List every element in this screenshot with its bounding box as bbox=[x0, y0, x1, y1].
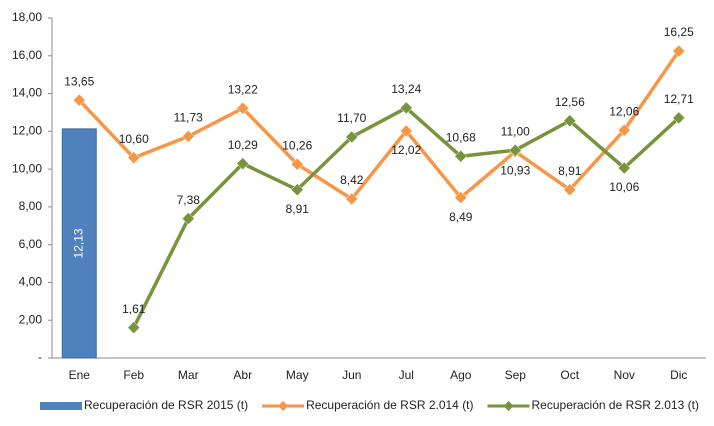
data-label: 13,24 bbox=[391, 82, 421, 96]
data-label: 10,60 bbox=[119, 132, 149, 146]
marker bbox=[290, 183, 304, 197]
marker bbox=[454, 149, 468, 163]
data-label: 10,68 bbox=[446, 130, 476, 144]
x-tick-label: Ago bbox=[450, 368, 472, 382]
line bbox=[77, 50, 681, 202]
x-tick-label: May bbox=[286, 368, 309, 382]
bar-value-label: 12,13 bbox=[71, 228, 85, 258]
marker bbox=[181, 130, 195, 143]
y-tick-label: 12,00 bbox=[12, 124, 42, 138]
data-label: 7,38 bbox=[177, 193, 201, 207]
marker bbox=[127, 321, 141, 334]
data-label: 11,73 bbox=[174, 111, 203, 125]
marker bbox=[563, 183, 577, 197]
marker bbox=[290, 157, 304, 171]
marker bbox=[345, 192, 359, 206]
x-tick-label: Feb bbox=[123, 368, 144, 382]
y-tick-label: 18,00 bbox=[12, 10, 42, 24]
x-tick-label: Dic bbox=[670, 368, 687, 382]
y-tick-label: 4,00 bbox=[19, 275, 43, 289]
y-tick-label: 14,00 bbox=[12, 86, 42, 100]
marker bbox=[236, 157, 250, 170]
y-tick-label: 6,00 bbox=[19, 237, 43, 251]
data-label: 1,61 bbox=[122, 302, 146, 316]
legend-label: Recuperación de RSR 2.014 (t) bbox=[306, 398, 473, 412]
marker bbox=[672, 44, 686, 58]
x-tick-label: Sep bbox=[505, 368, 527, 382]
legend-label: Recuperación de RSR 2.013 (t) bbox=[532, 398, 699, 412]
legend-label: Recuperación de RSR 2015 (t) bbox=[84, 398, 248, 412]
x-tick-label: Abr bbox=[233, 368, 252, 382]
x-tick-label: Jun bbox=[342, 368, 361, 382]
data-label: 11,00 bbox=[501, 124, 530, 138]
data-label: 10,29 bbox=[228, 138, 258, 152]
marker bbox=[508, 143, 522, 157]
data-label: 10,93 bbox=[500, 164, 530, 178]
line bbox=[132, 105, 680, 329]
y-tick-label: 2,00 bbox=[19, 312, 43, 326]
y-tick-label: - bbox=[38, 350, 42, 364]
x-tick-label: Ene bbox=[69, 368, 91, 382]
data-label: 8,91 bbox=[558, 164, 582, 178]
data-label: 8,49 bbox=[449, 210, 473, 224]
marker bbox=[563, 114, 577, 128]
y-tick-label: 8,00 bbox=[19, 199, 43, 213]
data-label: 10,26 bbox=[282, 138, 312, 152]
data-label: 10,06 bbox=[609, 180, 639, 194]
data-label: 12,56 bbox=[555, 95, 585, 109]
x-tick-label: Nov bbox=[614, 368, 635, 382]
marker bbox=[399, 124, 413, 138]
marker bbox=[399, 101, 413, 115]
data-label: 12,06 bbox=[609, 104, 639, 118]
data-label: 16,25 bbox=[664, 25, 694, 39]
data-label: 8,91 bbox=[286, 202, 310, 216]
legend-marker bbox=[503, 401, 514, 411]
x-tick-label: Mar bbox=[178, 368, 199, 382]
x-tick-label: Oct bbox=[560, 368, 579, 382]
marker bbox=[72, 93, 86, 107]
marker bbox=[617, 161, 631, 175]
data-label: 13,22 bbox=[228, 82, 258, 96]
x-tick-label: Jul bbox=[399, 368, 414, 382]
data-label: 12,02 bbox=[391, 143, 421, 157]
marker bbox=[127, 151, 141, 165]
bar bbox=[61, 128, 97, 359]
legend-marker bbox=[278, 401, 289, 411]
marker bbox=[181, 212, 195, 225]
y-tick-label: 10,00 bbox=[12, 161, 42, 175]
marker bbox=[236, 101, 250, 115]
data-label: 12,71 bbox=[664, 92, 694, 106]
legend-swatch bbox=[40, 402, 82, 410]
marker bbox=[672, 111, 686, 125]
marker bbox=[345, 130, 359, 144]
data-label: 13,65 bbox=[64, 74, 94, 88]
data-label: 8,42 bbox=[340, 173, 364, 187]
data-label: 11,70 bbox=[337, 111, 366, 125]
marker bbox=[454, 191, 468, 204]
marker bbox=[617, 123, 631, 137]
y-tick-label: 16,00 bbox=[12, 48, 42, 62]
